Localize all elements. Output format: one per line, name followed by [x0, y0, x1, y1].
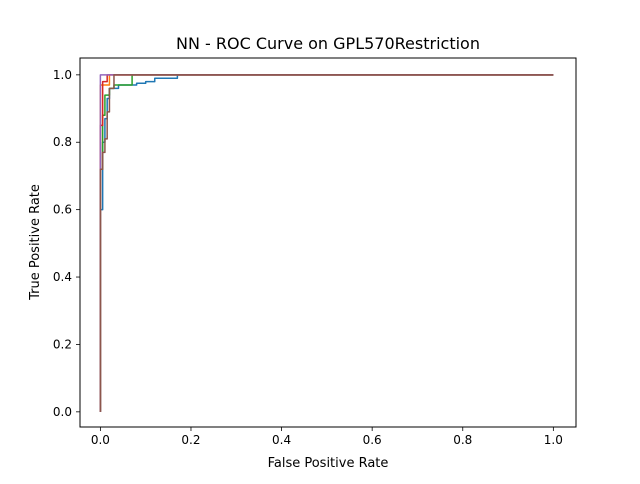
chart-title: NN - ROC Curve on GPL570Restriction	[176, 34, 480, 53]
y-tick-label: 0.2	[53, 337, 72, 351]
x-tick-label: 1.0	[544, 433, 563, 447]
series-layer	[99, 74, 554, 412]
y-tick-label: 0.8	[53, 135, 72, 149]
x-tick-label: 0.0	[91, 433, 110, 447]
x-axis-label: False Positive Rate	[268, 456, 389, 471]
x-tick-label: 0.6	[363, 433, 382, 447]
roc-series-line-1	[99, 74, 554, 412]
x-tick-label: 0.8	[453, 433, 472, 447]
y-tick-label: 0.6	[53, 203, 72, 217]
y-axis-label: True Positive Rate	[28, 184, 43, 301]
x-tick-label: 0.4	[272, 433, 291, 447]
y-tick-label: 0.0	[53, 405, 72, 419]
x-tick-label: 0.2	[181, 433, 200, 447]
y-tick-label: 0.4	[53, 270, 72, 284]
y-tick-label: 1.0	[53, 68, 72, 82]
ticks-layer: 0.0 0.2 0.4 0.6 0.8 1.0 0.0 0.2 0.4 0.6 0.8 1.0	[53, 68, 563, 447]
roc-series-line-6	[99, 74, 554, 412]
plot-frame	[79, 57, 577, 428]
